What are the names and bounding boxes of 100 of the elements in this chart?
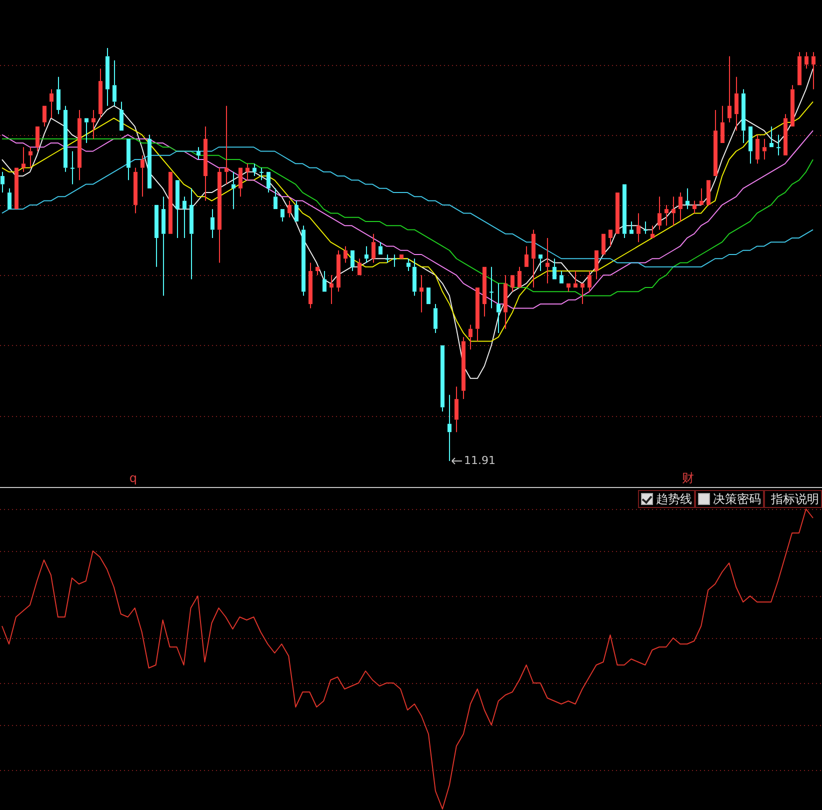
candlestick [224, 105, 228, 185]
annotation: 11.91 [464, 454, 496, 467]
candlestick [532, 229, 536, 288]
candlestick [266, 172, 270, 194]
text: 指标说明 [771, 490, 819, 508]
candlestick [650, 225, 654, 238]
candlestick [762, 138, 766, 160]
candlestick [546, 237, 550, 284]
text: q [129, 471, 137, 485]
candlestick [28, 146, 32, 168]
candlestick [490, 266, 494, 309]
candlestick [98, 68, 102, 119]
candlestick [636, 212, 640, 243]
candlestick [120, 101, 124, 131]
text: 决策密码 [713, 490, 761, 508]
candlestick [412, 258, 416, 296]
candlestick [260, 167, 264, 181]
candlestick [336, 250, 340, 292]
candlestick [162, 196, 166, 296]
candlestick [154, 204, 158, 268]
candlestick [552, 258, 556, 280]
candlestick [686, 188, 690, 210]
candlestick [476, 288, 480, 342]
candlestick [776, 134, 780, 156]
candlestick [36, 126, 40, 152]
candlestick [448, 394, 452, 462]
candlestick [734, 76, 738, 132]
candlestick [386, 254, 390, 264]
candlestick [812, 52, 816, 90]
candlestick [330, 274, 334, 305]
candlestick [538, 254, 542, 272]
candlestick [232, 171, 236, 210]
candlestick [700, 188, 704, 205]
candlestick [78, 109, 82, 181]
candlestick [622, 184, 626, 238]
candlestick [658, 196, 662, 230]
candlestick [218, 167, 222, 264]
candlestick [84, 118, 88, 144]
candlestick [378, 242, 382, 254]
candlestick [434, 304, 438, 334]
candlestick [126, 138, 130, 181]
candlestick [190, 188, 194, 280]
candlestick [0, 171, 4, 194]
candlestick [496, 282, 500, 334]
candlestick [482, 266, 486, 317]
candlestick [790, 84, 794, 126]
candlestick [560, 270, 564, 284]
candlestick [630, 220, 634, 234]
candlestick [720, 105, 724, 143]
candlestick [8, 188, 12, 210]
candlestick [182, 196, 186, 238]
candlestick [608, 230, 612, 247]
candlestick [246, 163, 250, 181]
candlestick [664, 204, 668, 226]
candlestick [756, 134, 760, 164]
candlestick [350, 250, 354, 272]
text: 财 [682, 471, 694, 485]
candlestick [308, 262, 312, 309]
candlestick [280, 209, 284, 222]
candlestick [140, 154, 144, 198]
candlestick [518, 266, 522, 288]
candlestick [714, 109, 718, 176]
candlestick [566, 283, 570, 292]
candlestick [358, 258, 362, 276]
candlestick [504, 274, 508, 330]
candlestick [56, 76, 60, 115]
candlestick [392, 254, 396, 268]
candlestick [748, 126, 752, 164]
candlestick [70, 150, 74, 185]
candlestick [238, 168, 242, 198]
candlestick [106, 48, 110, 106]
candlestick [742, 88, 746, 144]
candlestick [322, 270, 326, 292]
text: 趋势线 [656, 490, 692, 508]
candlestick [148, 134, 152, 188]
candlestick [134, 167, 138, 214]
candlestick [50, 88, 54, 119]
candlestick [196, 146, 200, 160]
candlestick [770, 126, 774, 148]
candlestick [176, 180, 180, 238]
candlestick [462, 336, 466, 400]
candlestick [798, 52, 802, 86]
candlestick [302, 225, 306, 296]
candlestick [678, 192, 682, 222]
candlestick [210, 208, 214, 238]
candlestick [64, 105, 68, 172]
candlestick [692, 200, 696, 214]
candlestick [804, 52, 808, 70]
candlestick [252, 163, 256, 177]
candlestick [288, 200, 292, 218]
candlestick [588, 270, 592, 292]
candlestick [112, 60, 116, 106]
candlestick [574, 270, 578, 288]
candlestick [594, 250, 598, 280]
candlestick [644, 220, 648, 234]
candlestick [580, 283, 584, 305]
candlestick [316, 266, 320, 276]
candlestick [406, 258, 410, 272]
candlestick [42, 106, 46, 127]
candlestick [344, 246, 348, 264]
